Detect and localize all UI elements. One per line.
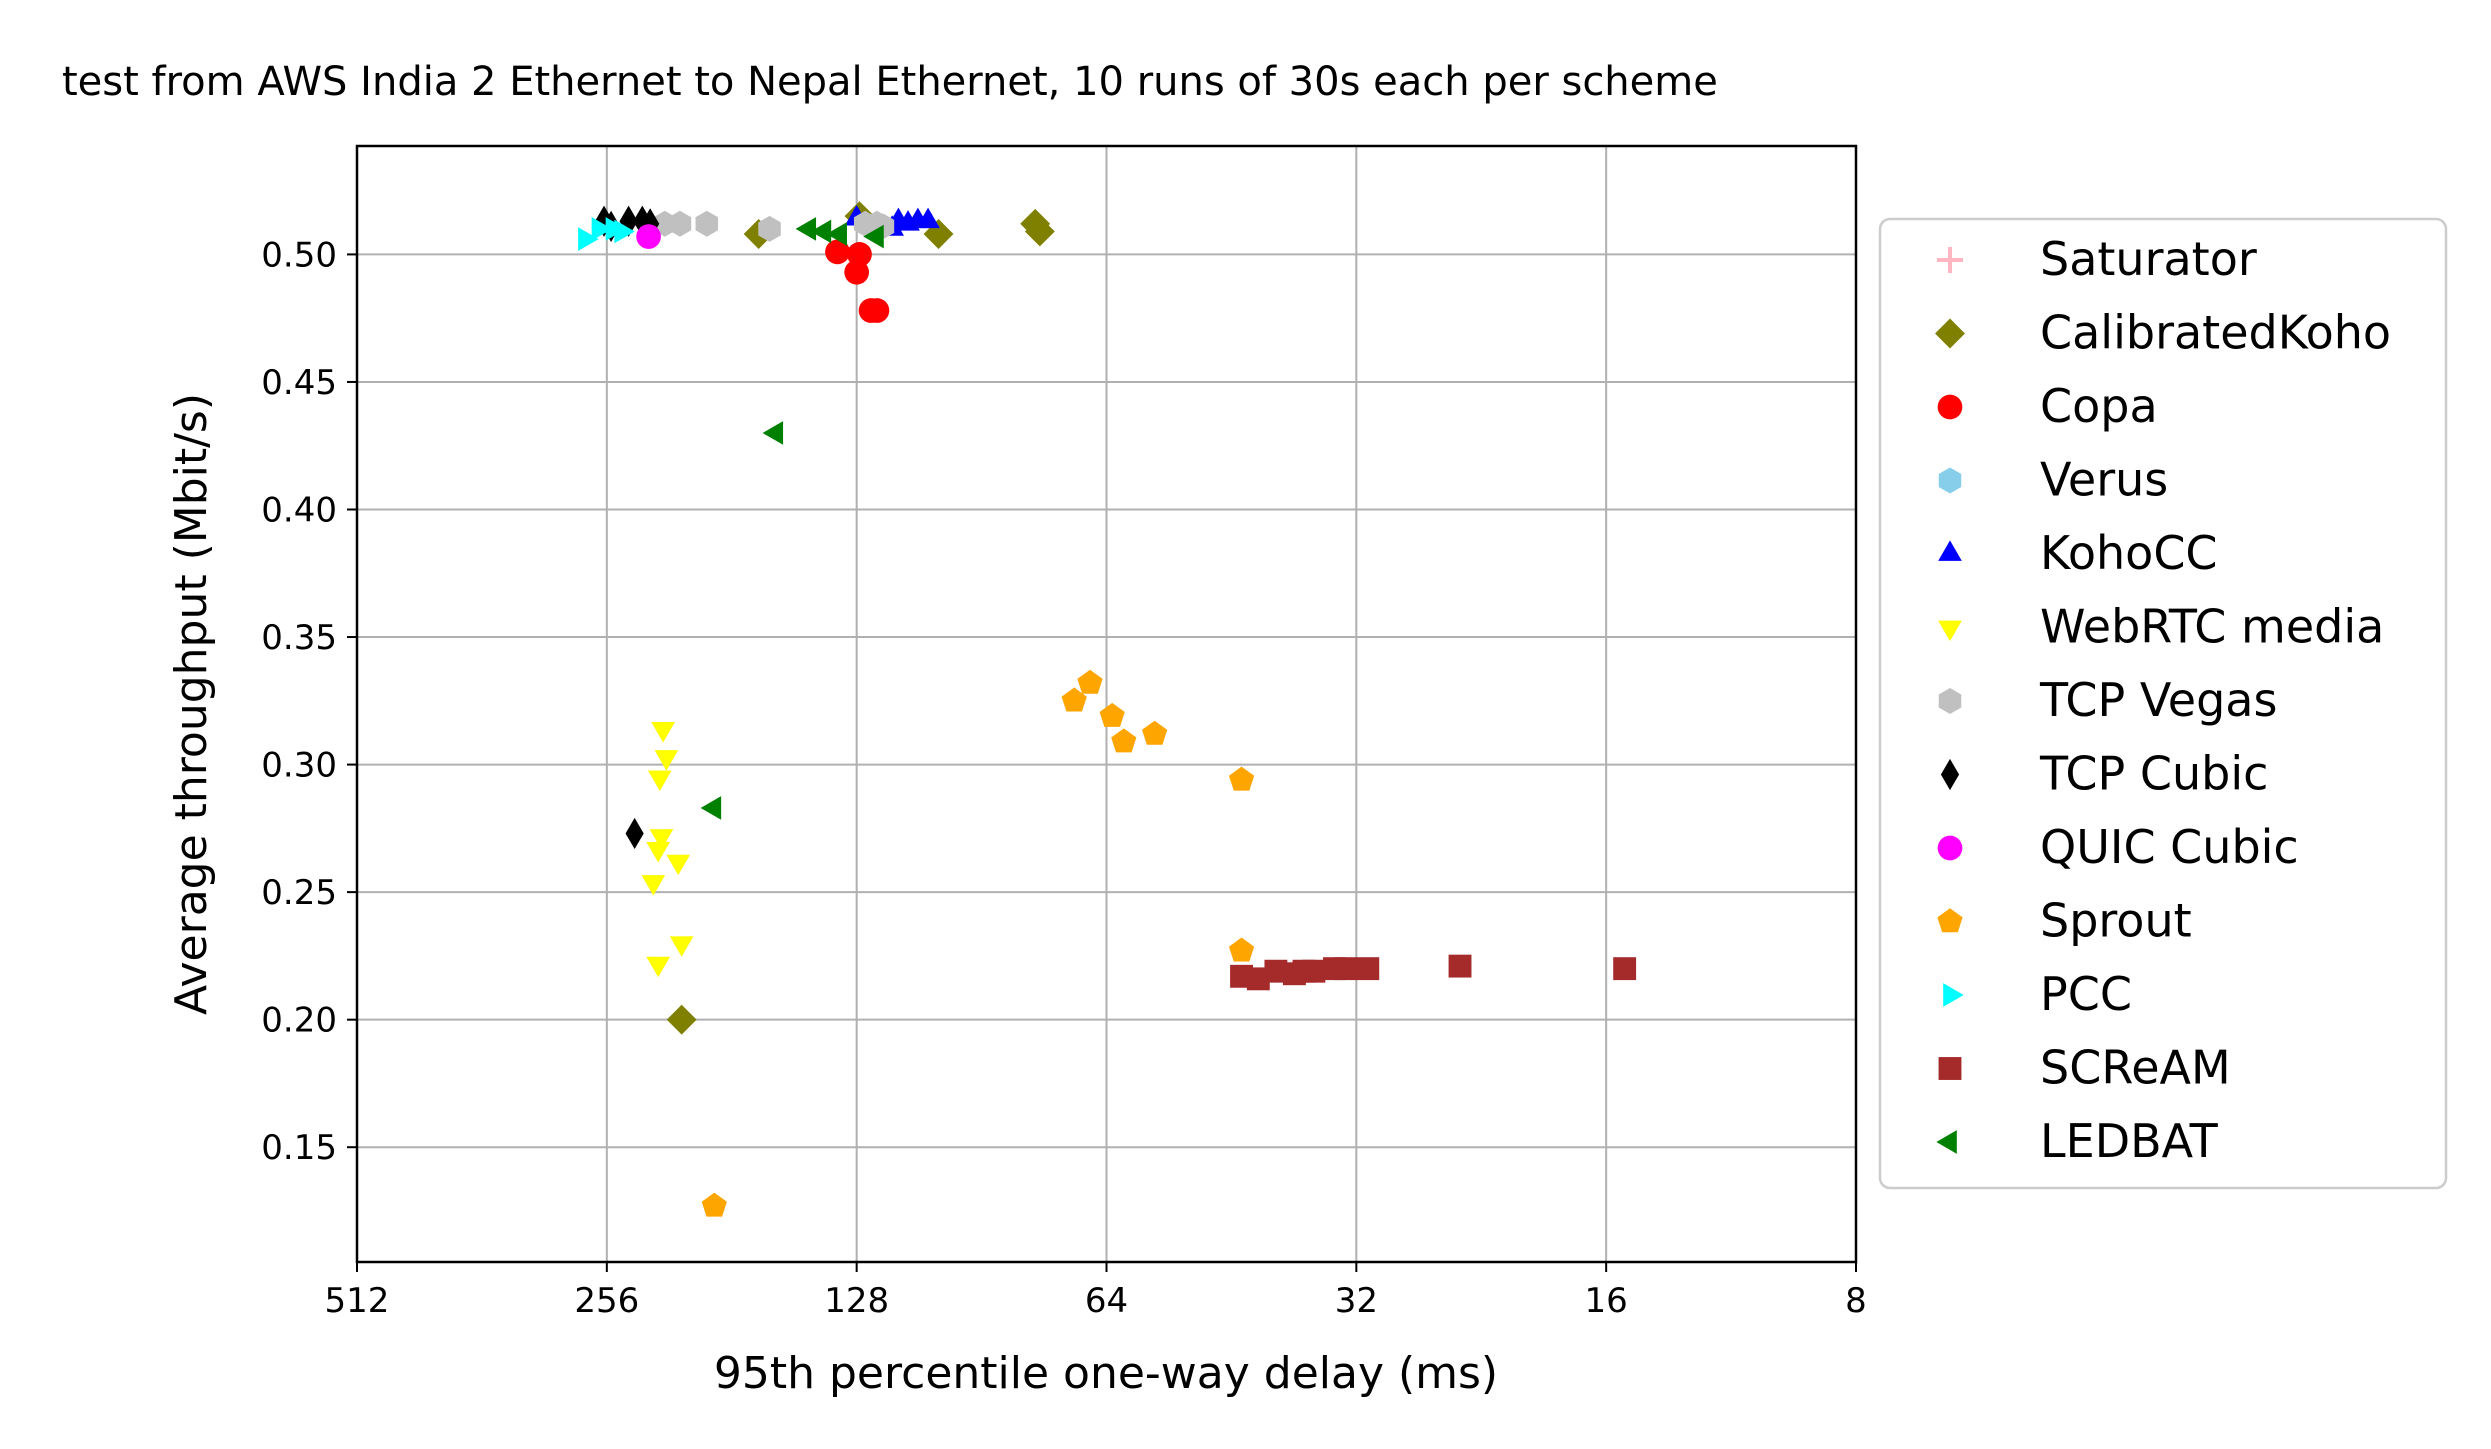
y-tick-label: 0.20 <box>261 1001 337 1041</box>
data-point-calibratedkoho <box>1024 216 1055 247</box>
data-point-scream <box>1448 954 1472 978</box>
data-point-webrtc-media <box>666 854 691 876</box>
data-point-calibratedkoho <box>923 219 954 249</box>
legend-marker-webrtc-media <box>1938 620 1962 642</box>
x-tick-label: 128 <box>824 1281 889 1321</box>
data-point-ledbat <box>863 224 884 249</box>
legend-marker-tcp-vegas <box>1938 688 1962 714</box>
legend-frame <box>1878 217 2448 1190</box>
data-point-ledbat <box>826 222 847 246</box>
data-point-sprout <box>1077 669 1103 694</box>
data-point-sprout <box>1228 766 1255 791</box>
x-tick-label: 256 <box>574 1281 639 1321</box>
legend-marker-kohocc <box>1938 540 1962 561</box>
legend-marker-sprout <box>1937 908 1963 933</box>
data-point-scream <box>1246 967 1270 991</box>
legend-label-ledbat: LEDBAT <box>2040 1114 2219 1168</box>
legend-marker-copa <box>1937 394 1963 420</box>
legend-label-verus: Verus <box>2040 453 2168 507</box>
data-point-webrtc-media <box>648 770 672 791</box>
chart-title: test from AWS India 2 Ethernet to Nepal … <box>62 59 1718 105</box>
legend-label-saturator: Saturator <box>2040 232 2257 286</box>
legend-label-tcp-cubic: TCP Cubic <box>2039 747 2268 801</box>
legend-label-copa: Copa <box>2040 379 2158 433</box>
data-point-scream <box>1264 959 1288 983</box>
legend-label-scream: SCReAM <box>2040 1041 2231 1095</box>
legend-label-calibratedkoho: CalibratedKoho <box>2040 306 2391 360</box>
data-point-sprout <box>1142 720 1168 745</box>
data-point-tcp-vegas <box>758 215 781 242</box>
legend-marker-saturator <box>1937 247 1963 273</box>
data-point-webrtc-media <box>669 936 694 957</box>
data-point-sprout <box>1111 728 1137 753</box>
data-point-ledbat <box>700 796 722 820</box>
data-point-pcc <box>578 227 599 251</box>
legend-label-kohocc: KohoCC <box>2040 526 2218 580</box>
legend-marker-pcc <box>1943 983 1964 1007</box>
axis-ticks: 512 256 128 64 32 16 8 0.15 0.20 0.25 0.30 0.35 0.40… <box>261 235 1867 1321</box>
y-tick-label: 0.40 <box>261 490 337 530</box>
data-point-tcp-vegas <box>668 210 692 237</box>
x-axis-label: 95th percentile one-way delay (ms) <box>714 1348 1498 1399</box>
data-point-sprout <box>701 1192 727 1217</box>
legend: Saturator CalibratedKoho Copa Verus KohoCC We… <box>1878 217 2448 1190</box>
data-point-tcp-cubic <box>625 817 644 850</box>
legend-marker-calibratedkoho <box>1935 318 1965 349</box>
legend-marker-scream <box>1938 1057 1962 1080</box>
data-point-pcc <box>614 219 635 244</box>
data-point-copa <box>844 259 870 285</box>
data-point-pcc <box>591 217 613 241</box>
x-tick-label: 64 <box>1085 1281 1128 1321</box>
y-tick-label: 0.25 <box>261 873 337 913</box>
y-tick-label: 0.35 <box>261 618 337 658</box>
data-point-calibratedkoho <box>666 1004 697 1035</box>
x-tick-label: 32 <box>1335 1281 1378 1321</box>
y-axis-label: Average throughput (Mbit/s) <box>166 393 217 1015</box>
data-point-sprout <box>1099 702 1125 727</box>
data-point-scream <box>1356 957 1380 981</box>
legend-marker-ledbat <box>1936 1130 1957 1154</box>
legend-marker-verus <box>1938 467 1962 494</box>
legend-marker-quic-cubic <box>1937 835 1963 861</box>
data-point-scream <box>1333 957 1357 981</box>
data-point-copa <box>864 298 890 323</box>
grid <box>357 146 1856 1262</box>
y-tick-label: 0.50 <box>261 235 337 275</box>
data-point-scream <box>1613 957 1637 981</box>
data-point-webrtc-media <box>641 875 666 896</box>
legend-label-webrtc-media: WebRTC media <box>2040 600 2384 654</box>
data-point-webrtc-media <box>646 956 671 978</box>
data-point-copa <box>825 239 850 265</box>
legend-label-sprout: Sprout <box>2040 894 2192 948</box>
data-point-webrtc-media <box>654 750 679 771</box>
data-point-sprout <box>1228 937 1255 962</box>
data-point-kohocc <box>916 207 940 229</box>
data-point-ledbat <box>810 219 832 244</box>
data-point-webrtc-media <box>646 841 671 863</box>
y-tick-label: 0.45 <box>261 363 337 403</box>
data-points <box>578 201 1637 1217</box>
data-point-sprout <box>1061 687 1087 712</box>
x-tick-label: 16 <box>1585 1281 1628 1321</box>
legend-label-tcp-vegas: TCP Vegas <box>2039 673 2277 727</box>
y-tick-label: 0.30 <box>261 746 337 786</box>
data-point-quic-cubic <box>636 224 661 249</box>
data-point-ledbat <box>762 421 784 445</box>
data-point-webrtc-media <box>649 829 674 850</box>
data-point-webrtc-media <box>651 722 675 743</box>
legend-label-quic-cubic: QUIC Cubic <box>2040 820 2299 874</box>
y-tick-label: 0.15 <box>261 1128 337 1168</box>
legend-label-pcc: PCC <box>2040 967 2132 1021</box>
x-tick-label: 512 <box>325 1281 390 1321</box>
data-point-tcp-vegas <box>695 210 719 237</box>
data-point-scream <box>1302 959 1326 983</box>
data-point-ledbat <box>795 217 817 241</box>
x-tick-label: 8 <box>1845 1281 1867 1321</box>
